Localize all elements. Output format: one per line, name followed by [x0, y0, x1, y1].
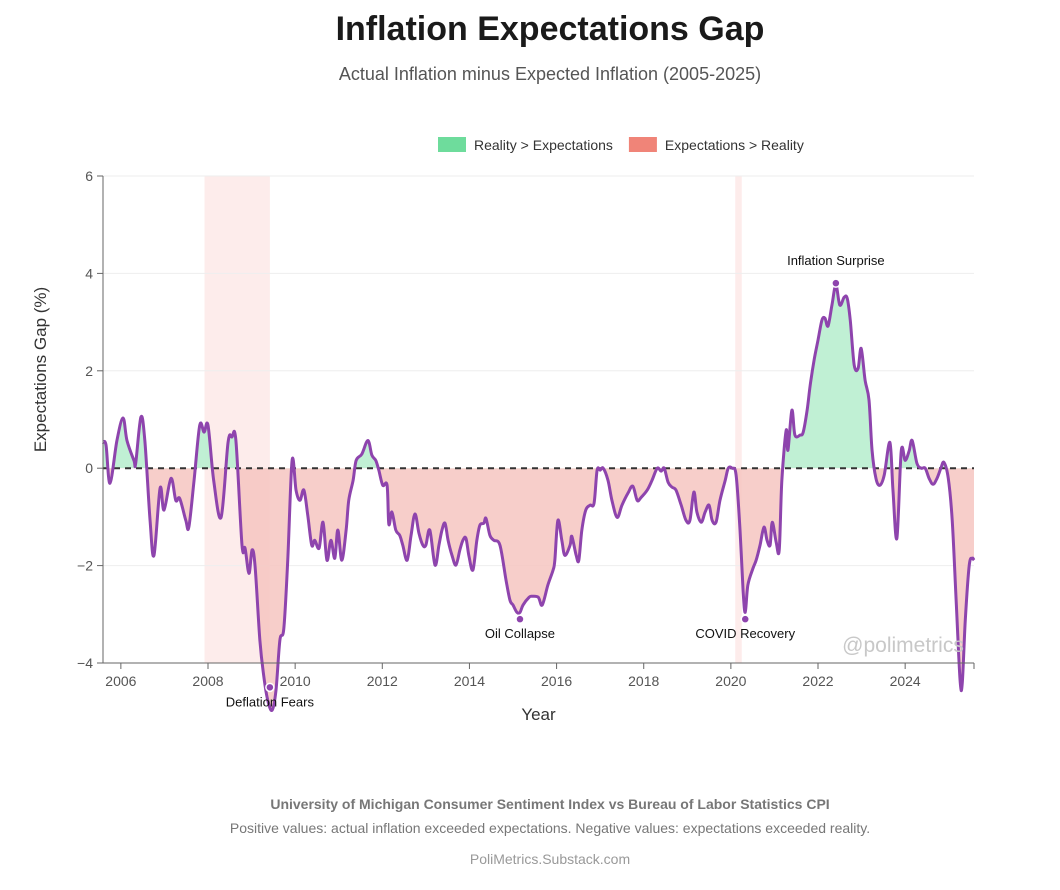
gap-line [101, 283, 976, 712]
annotation-marker [831, 278, 841, 288]
x-tick-label: 2024 [890, 673, 921, 689]
legend-label-1: Expectations > Reality [665, 137, 804, 153]
x-tick-label: 2018 [628, 673, 659, 689]
annotation-marker [515, 614, 525, 624]
chart-subtitle: Actual Inflation minus Expected Inflatio… [338, 64, 762, 84]
y-tick-label: 0 [85, 460, 93, 476]
legend-label-0: Reality > Expectations [474, 137, 613, 153]
annotation-label: Inflation Surprise [787, 253, 885, 268]
annotation-label: Deflation Fears [226, 694, 315, 709]
explanation-note: Positive values: actual inflation exceed… [229, 820, 871, 836]
x-tick-label: 2014 [454, 673, 485, 689]
x-tick-label: 2016 [541, 673, 572, 689]
x-tick-label: 2020 [715, 673, 746, 689]
source-note: University of Michigan Consumer Sentimen… [270, 796, 830, 812]
x-tick-label: 2010 [280, 673, 311, 689]
annotation-marker [265, 682, 275, 693]
annotation-label: Oil Collapse [485, 626, 555, 641]
legend-swatch [438, 137, 466, 152]
x-tick-label: 2012 [367, 673, 398, 689]
x-axis-label: Year [521, 705, 556, 724]
annotation-marker [740, 614, 750, 624]
y-tick-label: 6 [85, 168, 93, 184]
chart-title: Inflation Expectations Gap [335, 10, 765, 48]
watermark: @polimetrics [842, 634, 964, 657]
y-tick-label: 2 [85, 363, 93, 379]
x-tick-label: 2022 [802, 673, 833, 689]
y-tick-label: −2 [77, 558, 93, 574]
annotation-label: COVID Recovery [695, 626, 795, 641]
legend-swatch [628, 137, 657, 152]
shaded-period-1 [735, 176, 742, 663]
y-tick-label: 4 [85, 265, 93, 281]
x-tick-label: 2006 [105, 673, 136, 689]
x-tick-label: 2008 [192, 673, 223, 689]
y-axis-label: Expectations Gap (%) [31, 287, 50, 452]
y-tick-label: −4 [77, 655, 93, 671]
site-credit: PoliMetrics.Substack.com [469, 851, 631, 867]
